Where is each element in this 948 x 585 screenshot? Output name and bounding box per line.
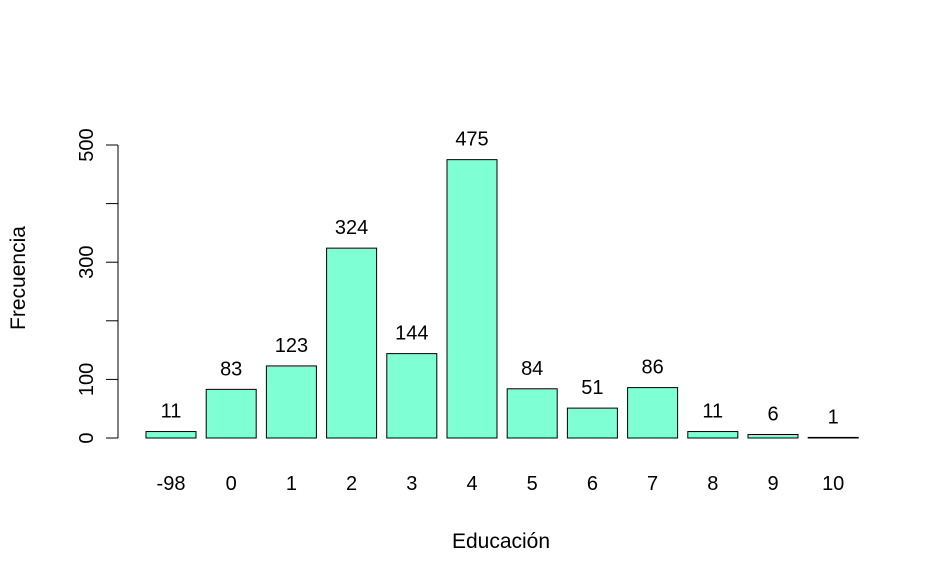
bar-data-label: 1: [828, 406, 839, 428]
x-tick-label: 10: [822, 473, 844, 495]
bar-data-label: 86: [641, 357, 663, 379]
x-tick-labels: -98 0 1 2 3 4 5 6 7 8 9 10: [157, 473, 845, 495]
bar-data-label: 324: [335, 217, 368, 239]
bar: [807, 436, 859, 439]
bar-data-label: 475: [455, 129, 488, 151]
y-tick-label: 0: [76, 432, 98, 443]
x-tick-label: 4: [466, 473, 477, 495]
y-axis-title: Frecuencia: [7, 226, 30, 330]
x-tick-label: 5: [527, 473, 538, 495]
bar-data-label: 84: [521, 358, 543, 380]
x-tick-label: 9: [767, 473, 778, 495]
y-tick-label: 500: [76, 128, 98, 161]
x-tick-label: 3: [406, 473, 417, 495]
bar: [566, 407, 618, 439]
bar: [506, 388, 558, 439]
y-tick-label: 300: [76, 246, 98, 279]
bar-data-label: 51: [581, 377, 603, 399]
bar: [265, 365, 317, 439]
bar: [627, 387, 679, 439]
bar-data-label: 11: [702, 401, 723, 423]
y-axis: 0 100 300 500: [76, 128, 119, 444]
x-tick-label: 7: [647, 473, 658, 495]
bar-data-label: 6: [767, 403, 778, 425]
x-tick-label: 2: [346, 473, 357, 495]
bar-labels: 11 83 123 324 144 475 84 51 86 11 6 1: [161, 129, 839, 429]
bar-data-label: 11: [161, 401, 182, 423]
bar-data-label: 123: [275, 335, 308, 357]
x-axis-title: Educación: [452, 530, 550, 553]
x-tick-label: -98: [157, 473, 186, 495]
bar: [687, 431, 739, 439]
x-tick-label: 8: [707, 473, 718, 495]
bar-data-label: 144: [395, 323, 428, 345]
x-tick-label: 6: [587, 473, 598, 495]
bar: [386, 353, 438, 439]
y-tick-label: 100: [76, 363, 98, 396]
bar: [205, 388, 257, 439]
x-tick-label: 0: [226, 473, 237, 495]
bars: [145, 159, 859, 439]
bar: [446, 159, 498, 439]
bar: [145, 431, 197, 439]
bar-data-label: 83: [220, 358, 242, 380]
bar: [747, 433, 799, 439]
x-tick-label: 1: [286, 473, 297, 495]
bar: [326, 247, 378, 439]
